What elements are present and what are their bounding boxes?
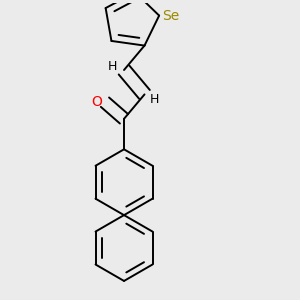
Text: H: H [149,93,159,106]
Text: Se: Se [162,9,179,22]
Text: H: H [108,60,118,73]
Text: O: O [91,95,102,109]
